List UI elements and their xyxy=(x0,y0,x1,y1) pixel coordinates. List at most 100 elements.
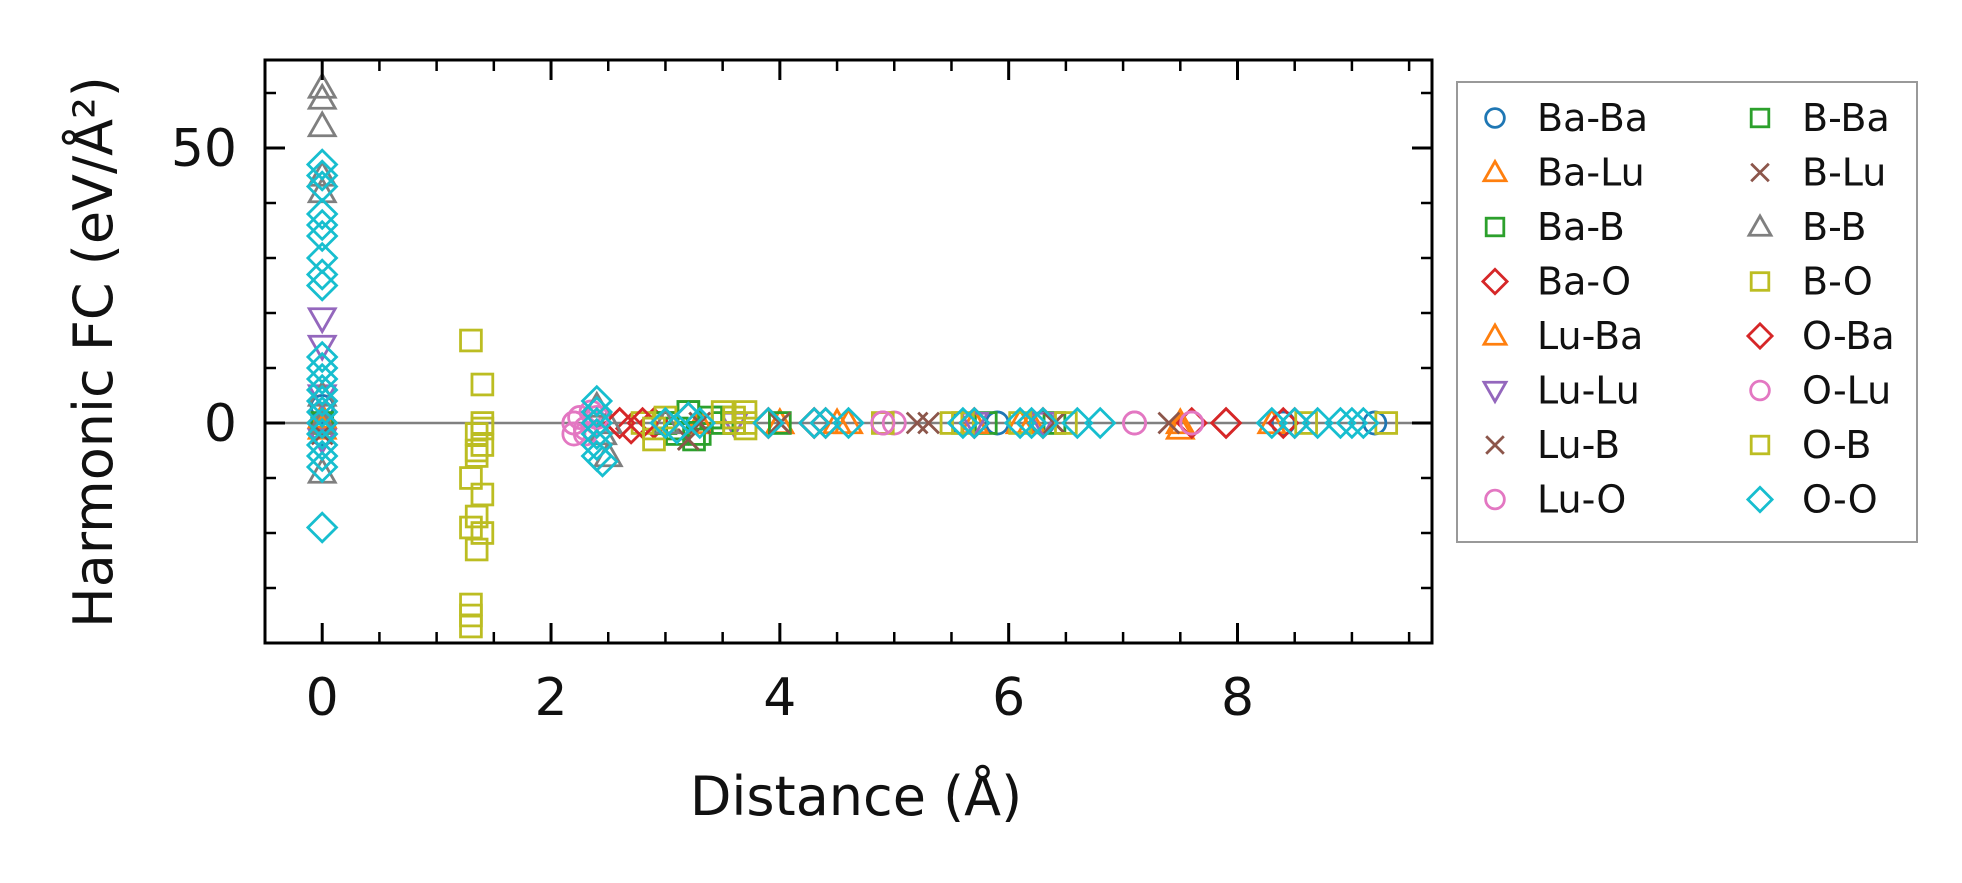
data-point xyxy=(768,411,792,435)
data-point xyxy=(905,411,929,435)
data-point xyxy=(305,269,339,302)
data-point xyxy=(1026,406,1060,440)
data-point xyxy=(305,219,339,253)
x-axis-title: Distance (Å) xyxy=(690,764,1022,828)
legend-item: O-Lu xyxy=(1749,369,1891,413)
data-point xyxy=(305,148,339,181)
data-point xyxy=(470,372,495,397)
legend-label: Ba-Lu xyxy=(1537,151,1645,195)
data-point xyxy=(1157,411,1181,435)
data-point xyxy=(305,340,339,374)
data-point xyxy=(306,307,338,335)
data-point xyxy=(683,406,717,440)
legend-item: Lu-Ba xyxy=(1481,314,1643,358)
data-point xyxy=(1256,407,1288,435)
legend-item: O-B xyxy=(1749,423,1871,467)
legend-item: O-O xyxy=(1745,478,1878,522)
y-tick-label: 0 xyxy=(204,394,237,454)
data-point xyxy=(305,439,339,473)
data-point xyxy=(305,351,339,385)
legend-label: B-Lu xyxy=(1802,151,1886,195)
data-point xyxy=(1335,406,1369,440)
data-point xyxy=(470,416,495,441)
data-point xyxy=(572,421,598,447)
legend-item: B-Ba xyxy=(1749,96,1890,140)
data-point xyxy=(1061,406,1094,440)
data-point xyxy=(1209,406,1243,440)
data-point xyxy=(1122,410,1147,436)
data-point xyxy=(470,433,495,457)
legend-label: B-Ba xyxy=(1802,96,1890,140)
data-point xyxy=(1083,406,1117,440)
legend-marker xyxy=(1480,267,1510,296)
data-point xyxy=(580,406,614,440)
legend-label: Ba-B xyxy=(1537,205,1625,249)
data-point xyxy=(580,428,614,462)
legend-item: Lu-O xyxy=(1484,478,1626,522)
data-point xyxy=(958,406,991,440)
legend-label: B-O xyxy=(1802,260,1873,304)
axes: 0 2 4 6 8 0 50 xyxy=(171,58,1434,728)
data-point xyxy=(305,428,339,462)
data-point xyxy=(464,537,489,562)
data-point xyxy=(305,208,339,242)
data-point xyxy=(1294,411,1318,435)
data-point xyxy=(580,417,614,451)
data-point xyxy=(561,421,587,447)
data-point xyxy=(305,258,339,291)
legend-marker xyxy=(1484,488,1506,511)
data-point xyxy=(1027,411,1059,439)
legend-marker xyxy=(1745,321,1775,351)
legend-item: Ba-Ba xyxy=(1484,96,1648,140)
data-point xyxy=(870,410,896,436)
data-point xyxy=(306,71,338,99)
data-point xyxy=(1301,406,1334,440)
data-point xyxy=(580,395,614,429)
legend-label: Lu-O xyxy=(1537,478,1626,522)
x-tick-label: 2 xyxy=(534,668,567,728)
data-point xyxy=(809,406,842,440)
y-axis-title: Harmonic FC (eV/Å²) xyxy=(61,76,125,628)
data-point xyxy=(305,241,339,275)
legend-marker xyxy=(1485,435,1505,455)
legend-item: Lu-Lu xyxy=(1481,369,1640,413)
legend-box xyxy=(1456,81,1918,543)
data-point xyxy=(1179,410,1205,436)
legend-label: O-B xyxy=(1802,423,1871,467)
data-point xyxy=(1255,406,1289,440)
legend-marker xyxy=(1749,434,1771,456)
legend-item: O-Ba xyxy=(1745,314,1895,358)
data-point xyxy=(305,159,339,192)
data-point xyxy=(768,411,792,435)
data-point xyxy=(306,110,338,138)
legend-marker xyxy=(1749,379,1771,402)
legend-item: B-O xyxy=(1749,260,1873,304)
legend-item: Ba-O xyxy=(1480,260,1631,304)
data-point xyxy=(305,450,339,484)
data-point xyxy=(305,511,339,544)
legend-item: Ba-B xyxy=(1484,205,1625,249)
data-point xyxy=(584,405,610,430)
data-point xyxy=(832,406,865,440)
legend-marker xyxy=(1749,107,1771,129)
data-point xyxy=(305,384,339,418)
x-tick-label: 4 xyxy=(763,668,796,728)
legend-item: Ba-Lu xyxy=(1481,151,1645,195)
legend-marker xyxy=(1481,380,1509,405)
data-point xyxy=(1266,406,1300,440)
data-point xyxy=(305,197,339,231)
legend-item: Lu-B xyxy=(1485,423,1620,467)
legend-label: Ba-Ba xyxy=(1537,96,1648,140)
legend-marker xyxy=(1484,216,1506,238)
x-tick-label: 0 xyxy=(306,668,339,728)
data-point xyxy=(1015,406,1048,440)
legend-label: Lu-Lu xyxy=(1537,369,1640,413)
data-point xyxy=(464,504,489,529)
legend: Ba-Ba Ba-Lu Ba-B Ba-O Lu-Ba Lu-Lu Lu-B Lu-O B-Ba… xyxy=(1456,81,1918,543)
data-point xyxy=(305,362,339,396)
data-point xyxy=(580,384,614,418)
legend-marker xyxy=(1746,213,1774,237)
legend-marker xyxy=(1481,158,1509,183)
legend-label: O-Ba xyxy=(1802,314,1895,358)
legend-label: Lu-Ba xyxy=(1537,314,1643,358)
